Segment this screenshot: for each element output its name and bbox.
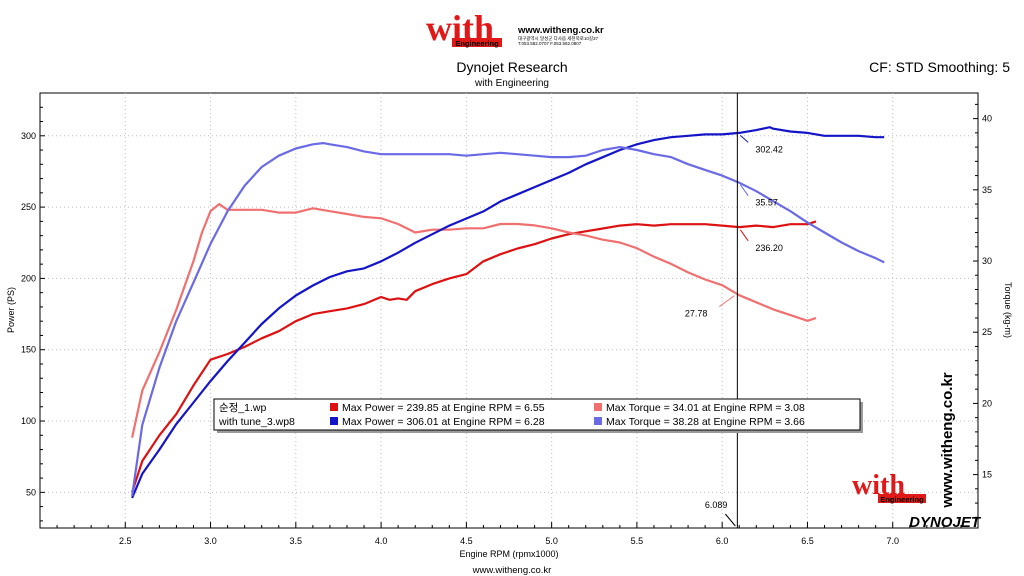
y-left-tick-label: 50: [26, 487, 36, 497]
logo-sub: Engineering: [455, 39, 499, 48]
y-left-tick-label: 200: [21, 273, 36, 283]
x-tick-label: 4.5: [460, 536, 473, 546]
series-line-run2_torque: [131, 142, 885, 497]
plot-area: [39, 92, 979, 529]
logo-sub-badge: [452, 38, 502, 47]
cursor-annotation-pointer: [719, 295, 735, 308]
y-axis-left-label: Power (PS): [6, 287, 16, 333]
x-tick-label: 3.0: [204, 536, 217, 546]
y-axis-right-label: Torque (kg-m): [1003, 282, 1013, 338]
legend-run2-file: with tune_3.wp8: [218, 416, 295, 428]
series-line-run1_power: [131, 220, 817, 493]
header-phone: T.053.582.0707 F.053.582.0807: [518, 41, 582, 46]
legend-swatch-run1-torque: [594, 403, 602, 411]
series-line-run1_torque: [131, 203, 817, 438]
y-right-tick-label: 20: [982, 398, 992, 408]
cursor-annotation-pointer: [740, 134, 749, 143]
x-tick-label: 5.0: [545, 536, 558, 546]
header-site-url: www.witheng.co.kr: [517, 25, 604, 36]
legend-swatch-run1-power: [330, 403, 338, 411]
cursor-annotation-run2_power: 302.42: [755, 144, 783, 154]
cursor-annotation-run1_power: 236.20: [755, 243, 783, 253]
x-tick-label: 7.0: [886, 536, 899, 546]
settings-text: CF: STD Smoothing: 5: [869, 59, 1010, 75]
legend-swatch-run2-torque: [594, 417, 602, 425]
chart-title: Dynojet Research: [456, 59, 567, 75]
legend-run1-torque: Max Torque = 34.01 at Engine RPM = 3.08: [606, 402, 805, 414]
header-logo: with Engineering www.witheng.co.kr 대구광역시…: [426, 8, 604, 48]
y-right-tick-label: 15: [982, 470, 992, 480]
y-left-tick-label: 100: [21, 416, 36, 426]
legend-run1-power: Max Power = 239.85 at Engine RPM = 6.55: [342, 402, 545, 414]
series-line-run2_power: [131, 126, 885, 499]
series-layer: [131, 126, 885, 499]
legend-run1-file: 순정_1.wp: [219, 402, 266, 414]
legend-run2-power: Max Power = 306.01 at Engine RPM = 6.28: [342, 416, 545, 428]
cursor-annotation-pointer: [739, 184, 749, 196]
header-address: 대구광역시 달성군 다사읍 세천북로10길37: [518, 35, 598, 42]
legend-run2-torque: Max Torque = 38.28 at Engine RPM = 3.66: [606, 416, 805, 428]
y-right-tick-label: 35: [982, 185, 992, 195]
x-axis-label: Engine RPM (rpmx1000): [459, 549, 558, 559]
y-right-tick-label: 40: [982, 114, 992, 124]
bottom-logo-sub: Engineering: [880, 495, 924, 504]
chart-subtitle: with Engineering: [474, 78, 549, 89]
y-left-tick-label: 300: [21, 131, 36, 141]
bottom-logo-sub-badge: [878, 494, 926, 503]
y-right-tick-label: 30: [982, 256, 992, 266]
y-right-tick-label: 25: [982, 327, 992, 337]
y-left-tick-label: 150: [21, 345, 36, 355]
cursor-x-label: 6.089: [705, 500, 728, 510]
legend-swatch-run2-power: [330, 417, 338, 425]
legend-box: [213, 398, 861, 431]
cursor-layer: 6.089 302.42 35.57 236.20 27.78: [685, 93, 783, 528]
x-tick-label: 2.5: [119, 536, 132, 546]
x-tick-label: 4.0: [375, 536, 388, 546]
x-tick-label: 6.0: [716, 536, 729, 546]
footer-url: www.witheng.co.kr: [472, 565, 552, 576]
x-tick-label: 6.5: [801, 536, 814, 546]
x-tick-label: 5.5: [631, 536, 644, 546]
axis-ticks: 50 100 150 200 250 300 15 20 25 30 35 40 2.5 3.0 3.5 4.…: [21, 103, 992, 546]
cursor-annotation-run1_torque: 27.78: [685, 309, 708, 319]
y-left-tick-label: 250: [21, 202, 36, 212]
cursor-x-arrow: [724, 513, 736, 527]
cursor-annotation-run2_torque: 35.57: [755, 198, 778, 208]
dynojet-logo: DYNOJET: [909, 514, 982, 531]
x-tick-label: 3.5: [290, 536, 303, 546]
legend: 순정_1.wp with tune_3.wp8 Max Power = 239.…: [213, 398, 863, 433]
cursor-annotation-pointer: [739, 229, 749, 242]
side-watermark: www.witheng.co.kr: [939, 372, 956, 508]
